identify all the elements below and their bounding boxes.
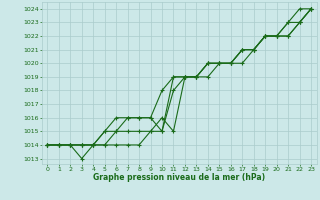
X-axis label: Graphe pression niveau de la mer (hPa): Graphe pression niveau de la mer (hPa) <box>93 173 265 182</box>
